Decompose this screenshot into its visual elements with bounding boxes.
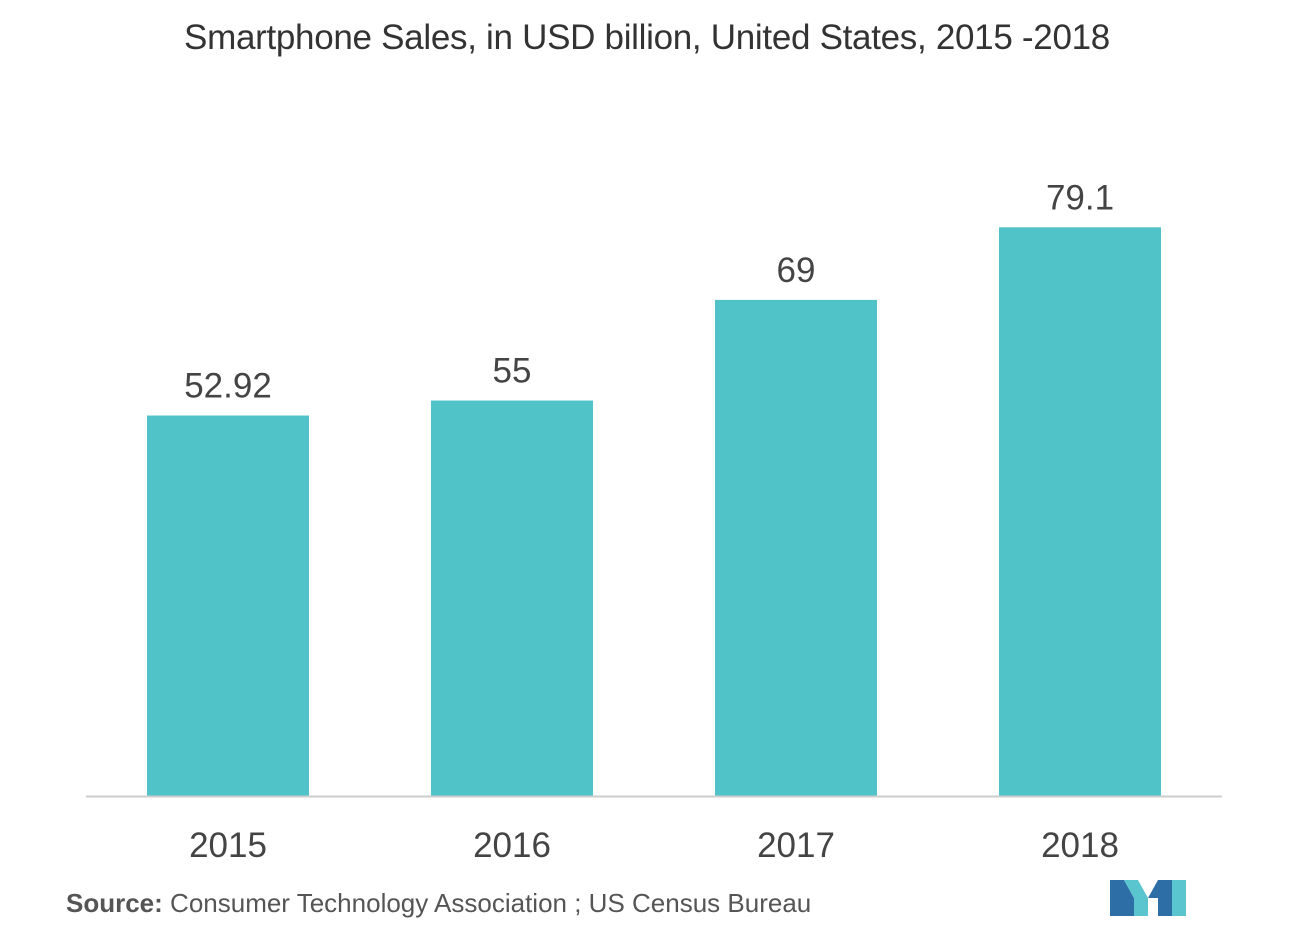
bar-2018 [999,227,1161,796]
x-tick-label-2016: 2016 [473,826,551,865]
bars-layer [147,227,1161,796]
bar-2016 [431,400,593,796]
bar-2015 [147,415,309,796]
source-note: Source: Consumer Technology Association … [66,888,811,919]
data-label-2015: 52.92 [184,367,272,406]
data-label-2016: 55 [493,352,532,391]
mordor-logo-icon [1110,880,1186,916]
x-tick-label-2017: 2017 [757,826,835,865]
data-label-2017: 69 [777,251,816,290]
bar-2017 [715,299,877,796]
chart-title: Smartphone Sales, in USD billion, United… [184,18,1110,57]
x-tick-label-2015: 2015 [189,826,267,865]
x-tick-label-2018: 2018 [1041,826,1119,865]
labels-layer: 52.92 55 69 79.1 [184,178,1114,405]
source-label: Source: [66,888,163,918]
source-text: Consumer Technology Association ; US Cen… [162,888,812,918]
data-label-2018: 79.1 [1046,178,1114,217]
x-tick-labels: 2015 2016 2017 2018 [189,826,1119,865]
